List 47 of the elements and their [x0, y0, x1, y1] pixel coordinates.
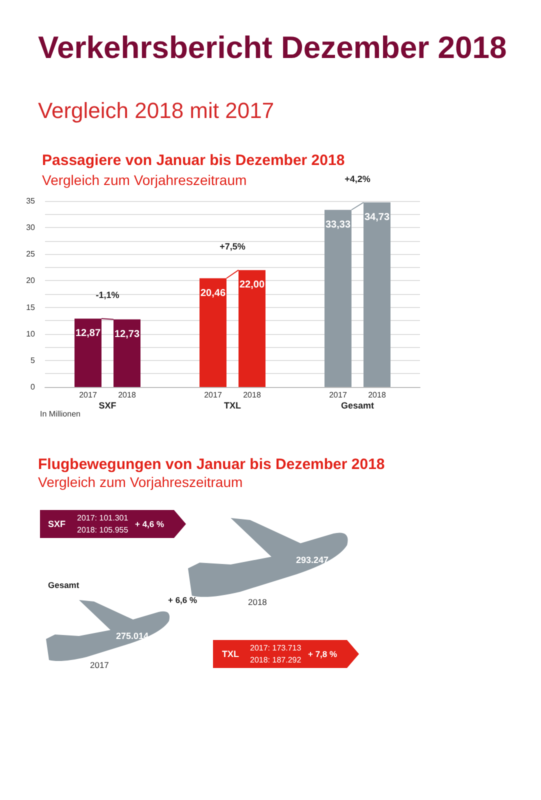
y-tick-label: 30 [26, 223, 36, 232]
data-label: 12,87 [75, 328, 101, 340]
text: + 6,6 % [168, 595, 198, 605]
text: 2018 [368, 390, 386, 400]
y-tick-label: 10 [26, 329, 36, 338]
y-tick-label: 5 [30, 356, 36, 365]
data-label: 12,73 [114, 328, 140, 340]
text: 2018 [248, 597, 267, 607]
text: 2017 [329, 390, 347, 400]
y-tick-label: 0 [30, 382, 36, 392]
data-label: 33,33 [325, 219, 351, 230]
y-tick-label: 25 [26, 250, 36, 259]
text: 275.014 [116, 631, 149, 641]
text: 2017 [90, 660, 109, 670]
text: 2018: 187.292 [250, 656, 302, 664]
series-label: 2017 [79, 390, 98, 400]
text: Vergleich 2018 mit 2017 [38, 98, 274, 124]
text: Vergleich zum Vorjahreszeitraum [38, 474, 243, 490]
data-label: 20,46 [200, 288, 226, 299]
text: 293.247 [296, 555, 329, 565]
text: 2018: 105.955 [77, 526, 128, 534]
data-label: 22,00 [239, 280, 265, 291]
x-tick-label: TXL [224, 400, 242, 410]
text: 2017 [204, 390, 222, 400]
text: In Millionen [40, 410, 80, 418]
annotation: +7,5% [220, 242, 246, 252]
annotation: -1,1% [96, 290, 120, 300]
y-tick-label: 35 [26, 196, 36, 206]
text: 2017: 173.713 [250, 644, 302, 652]
text: SXF [48, 519, 66, 529]
chart-title: Passagiere von Januar bis Dezember 2018 [42, 152, 345, 169]
text: Gesamt [48, 580, 80, 590]
text: Verkehrsbericht Dezember 2018 [38, 30, 507, 66]
text: 2018 [243, 390, 261, 400]
y-tick-label: 15 [26, 302, 36, 312]
x-tick-label: Gesamt [340, 400, 374, 410]
x-tick-label: SXF [98, 400, 117, 410]
data-label: 34,73 [364, 212, 390, 223]
series-label: 2018 [118, 390, 136, 400]
text: 2017: 101.301 [77, 514, 128, 522]
text: + 4,6 % [135, 519, 164, 529]
y-tick-label: 20 [26, 276, 36, 286]
text: + 7,8 % [308, 649, 338, 659]
text: TXL [222, 649, 239, 659]
text: +4,2% [344, 174, 370, 184]
text: Flugbewegungen von Januar bis Dezember 2018 [38, 456, 385, 473]
chart-subtitle: Vergleich zum Vorjahreszeitraum [42, 172, 247, 188]
